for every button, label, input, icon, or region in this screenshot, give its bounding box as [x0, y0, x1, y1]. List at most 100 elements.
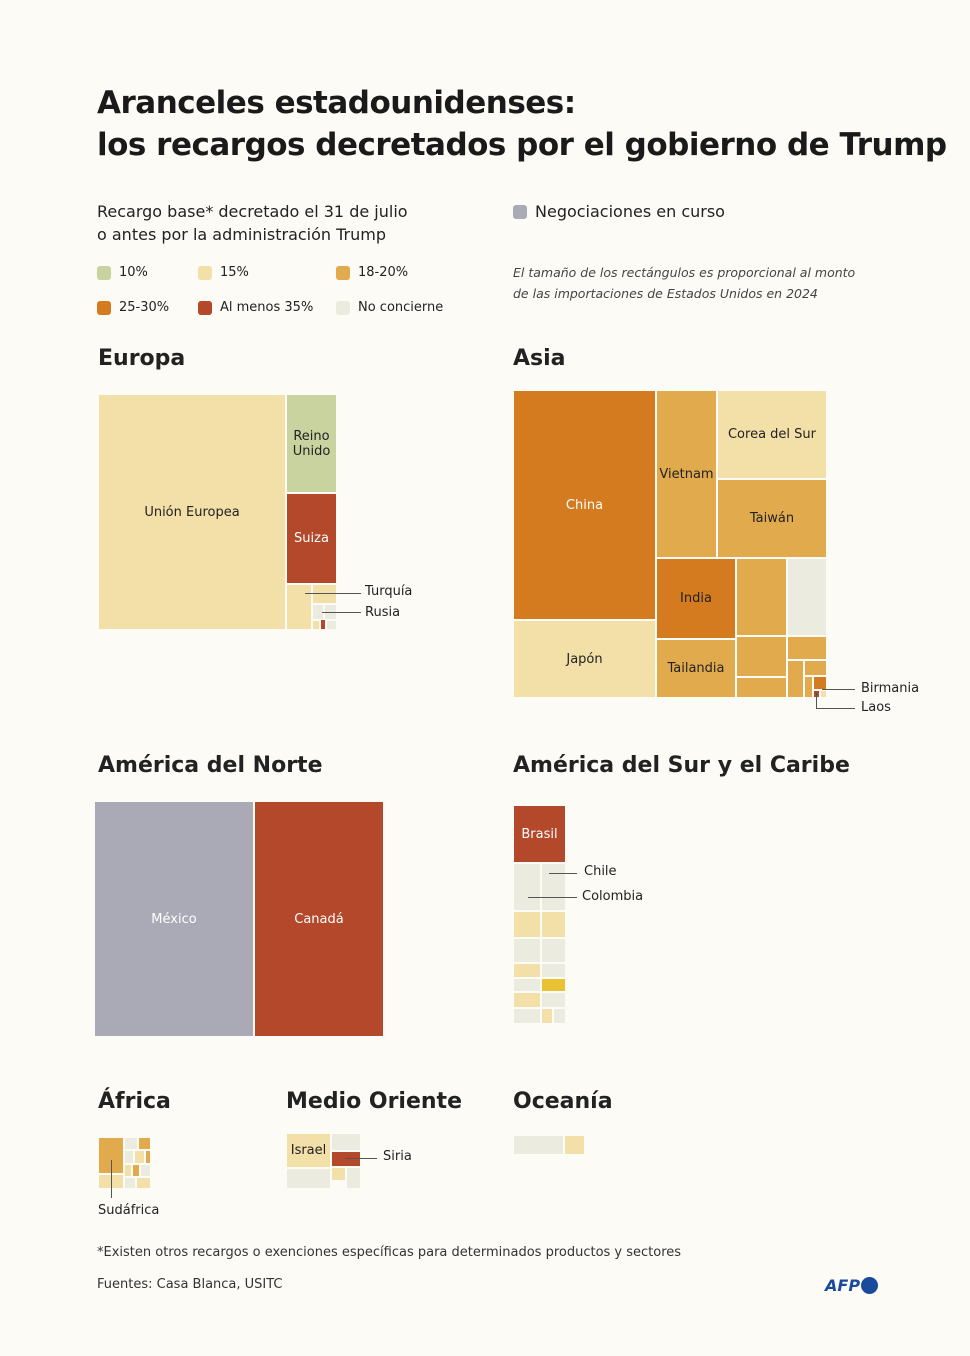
- treemap-rect-brasil: Brasil: [513, 805, 566, 863]
- rect-label: Taiwán: [749, 511, 795, 526]
- treemap-rect: [513, 938, 541, 963]
- treemap-rect-israel: Israel: [286, 1133, 331, 1168]
- treemap-rect-mexico: México: [94, 801, 254, 1037]
- rect-label: Tailandia: [667, 661, 725, 676]
- treemap-rect: [736, 558, 787, 636]
- treemap-rect: [736, 636, 787, 677]
- treemap-rect: [820, 690, 827, 698]
- treemap-rect: [553, 1008, 566, 1024]
- swatch: [97, 265, 111, 280]
- leader-line: [549, 873, 577, 874]
- legend-item-18-20: 18-20%: [336, 265, 408, 280]
- rect-label: Brasil: [521, 826, 558, 842]
- swatch: [336, 300, 350, 315]
- rect-label: Vietnam: [659, 466, 714, 482]
- legend-item-35: Al menos 35%: [198, 300, 313, 315]
- label-birmania: Birmania: [861, 681, 920, 696]
- swatch: [336, 265, 350, 280]
- legend-label: 10%: [119, 265, 148, 280]
- rect-label: Unión Europea: [144, 504, 240, 520]
- treemap-rect: [541, 938, 566, 963]
- footnote: *Existen otros recargos o exenciones esp…: [97, 1245, 682, 1260]
- treemap-rect-japon: Japón: [513, 620, 656, 698]
- legend-item-25-30: 25-30%: [97, 300, 169, 315]
- legend-heading-1: Recargo base* decretado el 31 de julio: [97, 202, 408, 221]
- treemap-rect-taiwan: Taiwán: [717, 479, 827, 558]
- region-title-europa: Europa: [98, 346, 186, 371]
- treemap-rect: [513, 1135, 564, 1155]
- treemap-rect: [136, 1177, 151, 1189]
- treemap-rect: [541, 911, 566, 938]
- treemap-rect: [541, 863, 566, 911]
- treemap-rect: [513, 1008, 541, 1024]
- treemap-rect: [541, 978, 566, 992]
- treemap-rect: [787, 636, 827, 660]
- leader-line: [111, 1160, 112, 1198]
- treemap-rect: [331, 1133, 361, 1151]
- label-rusia: Rusia: [365, 605, 401, 620]
- treemap-rect: [513, 992, 541, 1008]
- page-title: Aranceles estadounidenses: los recargos d…: [97, 82, 947, 166]
- note-line: de las importaciones de Estados Unidos e…: [513, 286, 818, 301]
- treemap-rect-eu: Unión Europea: [98, 394, 286, 630]
- rect-label: Japón: [566, 651, 603, 667]
- logo-dot-icon: [861, 1277, 879, 1294]
- label-chile: Chile: [584, 864, 617, 879]
- swatch: [513, 204, 527, 219]
- leader-line: [322, 612, 361, 613]
- swatch: [198, 300, 212, 315]
- title-line-1: Aranceles estadounidenses:: [97, 85, 576, 121]
- treemap-rect: [124, 1177, 136, 1189]
- treemap-rect: [564, 1135, 585, 1155]
- rect-label: Corea del Sur: [727, 427, 817, 442]
- treemap-rect: [513, 863, 541, 911]
- region-title-sur: América del Sur y el Caribe: [513, 753, 850, 778]
- treemap-rect: [513, 963, 541, 978]
- treemap-rect: [134, 1150, 145, 1164]
- legend-heading: Recargo base* decretado el 31 de julio o …: [97, 200, 408, 246]
- treemap-rect: [787, 558, 827, 636]
- treemap-rect: [787, 660, 804, 698]
- treemap-rect: [513, 911, 541, 938]
- region-title-oceania: Oceanía: [513, 1089, 613, 1114]
- region-title-asia: Asia: [513, 346, 566, 371]
- treemap-rect: [804, 676, 813, 698]
- treemap-rect-vietnam: Vietnam: [656, 390, 717, 558]
- treemap-rect-china: China: [513, 390, 656, 620]
- legend-heading-2: o antes por la administración Trump: [97, 225, 387, 244]
- treemap-rect: [541, 992, 566, 1008]
- legend-item-none: No concierne: [336, 300, 443, 315]
- treemap-rect-corea: Corea del Sur: [717, 390, 827, 479]
- label-sudafrica: Sudáfrica: [98, 1203, 160, 1218]
- rect-label: Israel: [290, 1143, 327, 1158]
- treemap-rect: [541, 963, 566, 978]
- treemap-rect-india: India: [656, 558, 736, 639]
- treemap-rect: [736, 677, 787, 698]
- treemap-rect-suiza: Suiza: [286, 493, 337, 584]
- treemap-rect: [124, 1137, 138, 1150]
- rect-label: Suiza: [294, 531, 329, 546]
- label-turquia: Turquía: [365, 584, 413, 599]
- treemap-rect: [541, 1008, 553, 1024]
- sources: Fuentes: Casa Blanca, USITC: [97, 1277, 283, 1292]
- region-title-medio: Medio Oriente: [286, 1089, 462, 1114]
- legend-label: 18-20%: [358, 265, 409, 280]
- treemap-rect: [132, 1164, 140, 1177]
- title-line-2: los recargos decretados por el gobierno …: [97, 127, 947, 163]
- swatch: [198, 265, 212, 280]
- leader-line: [822, 689, 855, 690]
- treemap-rect: [513, 978, 541, 992]
- rect-label: México: [151, 911, 197, 927]
- treemap-rect-tailandia: Tailandia: [656, 639, 736, 698]
- rect-label: Canadá: [294, 911, 344, 927]
- leader-line: [305, 593, 361, 594]
- logo-text: AFP: [825, 1276, 861, 1295]
- size-note: El tamaño de los rectángulos es proporci…: [513, 262, 855, 304]
- treemap-rect: [804, 660, 827, 676]
- treemap-rect: [286, 1168, 331, 1189]
- legend-label: Negociaciones en curso: [535, 202, 725, 221]
- leader-line: [528, 897, 577, 898]
- treemap-rect: [312, 620, 320, 630]
- treemap-rect-uk: Reino Unido: [286, 394, 337, 493]
